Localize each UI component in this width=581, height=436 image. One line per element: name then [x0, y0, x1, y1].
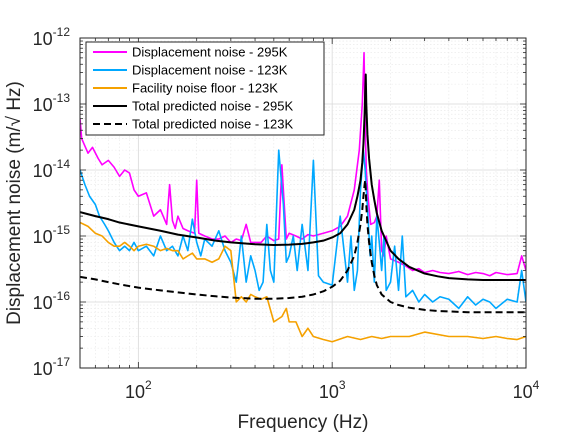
x-axis-title: Frequency (Hz)	[238, 412, 369, 433]
legend-label: Displacement noise - 295K	[132, 45, 288, 60]
y-tick-label: 10-16	[33, 289, 71, 313]
legend: Displacement noise - 295K Displacement no…	[85, 41, 325, 136]
y-tick-label: 10-14	[33, 157, 71, 181]
series-line-5	[80, 179, 526, 314]
y-tick-label: 10-12	[33, 25, 71, 49]
series-layer	[80, 51, 526, 343]
y-tick-label: 10-17	[33, 355, 71, 379]
series-line-3	[80, 221, 526, 343]
ticks	[79, 37, 527, 369]
series-line-1	[80, 51, 526, 277]
y-tick-label: 10-15	[33, 223, 71, 247]
series-line-2	[80, 149, 526, 310]
x-tick-label: 104	[513, 378, 540, 402]
x-tick-label: 103	[319, 378, 346, 402]
plot-frame	[79, 37, 527, 369]
legend-label: Facility noise floor - 123K	[132, 81, 278, 96]
y-tick-label: 10-13	[33, 91, 71, 115]
tick-labels: 102 103 104 10-17 10-16 10-15 10-14 10-13 10-12	[33, 25, 540, 402]
y-axis-title-suffix: Hz)	[4, 81, 25, 116]
legend-label: Total predicted noise - 295K	[132, 99, 293, 114]
y-axis-title: Displacement noise (m/√ Hz)	[4, 81, 25, 325]
legend-label: Total predicted noise - 123K	[132, 117, 293, 132]
series-line-4	[80, 73, 526, 282]
x-tick-label: 102	[125, 378, 152, 402]
legend-label: Displacement noise - 123K	[132, 63, 288, 78]
y-axis-title-radical: √	[4, 115, 25, 126]
y-axis-title-prefix: Displacement noise (m/	[4, 126, 25, 325]
